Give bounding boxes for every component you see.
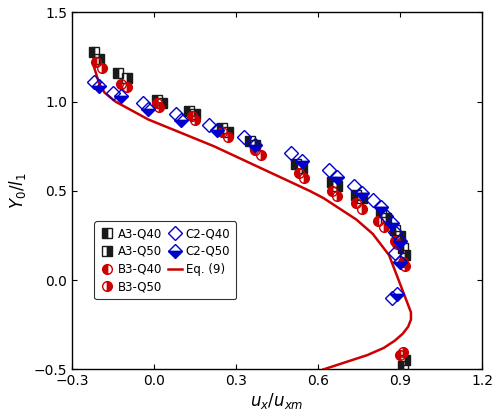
X-axis label: $u_x/u_{xm}$: $u_x/u_{xm}$ xyxy=(250,391,304,411)
Y-axis label: $Y_0/l_1$: $Y_0/l_1$ xyxy=(7,173,28,209)
Legend: A3-Q40, A3-Q50, B3-Q40, B3-Q50, C2-Q40, C2-Q50, Eq. (9): A3-Q40, A3-Q50, B3-Q40, B3-Q50, C2-Q40, … xyxy=(94,221,236,299)
